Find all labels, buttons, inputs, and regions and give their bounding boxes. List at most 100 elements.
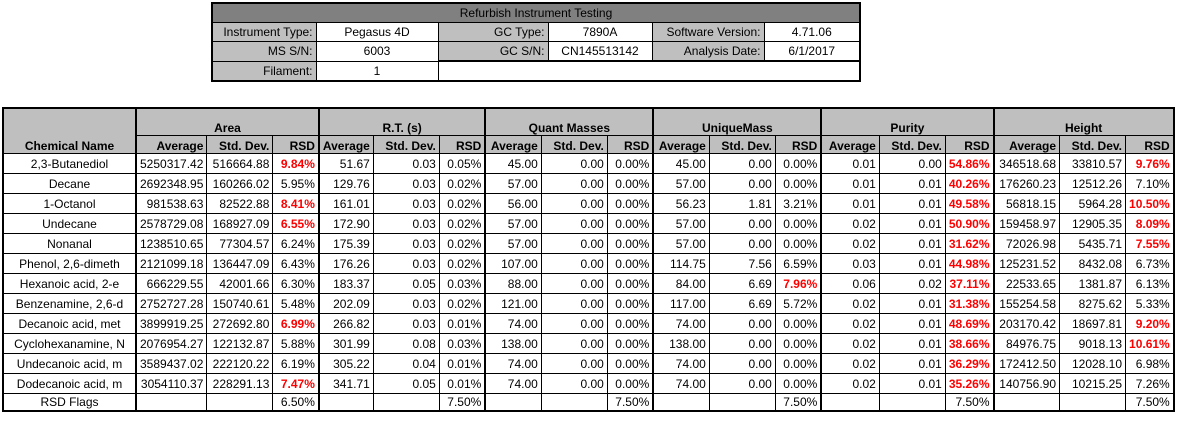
ms-sn-value: 6003: [315, 41, 439, 62]
height-std-dev-cell: 5435.71: [1059, 233, 1127, 254]
sub-header-rt-rsd: RSD: [438, 135, 486, 154]
chemical-name-cell: Nonanal: [2, 233, 137, 254]
rsd-flags-label: RSD Flags: [2, 393, 137, 412]
rt-rsd-cell: 0.02%: [438, 253, 486, 274]
purity-average-cell: 0.01: [820, 173, 880, 194]
height-std-dev-cell: 33810.57: [1059, 153, 1127, 174]
unique-mass-std-dev-cell: 0.00: [708, 173, 776, 194]
purity-average-cell: 0.06: [820, 273, 880, 294]
purity-std-dev-cell: 0.01: [878, 193, 946, 214]
quant-masses-rsd-cell: 0.00%: [606, 293, 654, 314]
table-row: Hexanoic acid, 2-e 666229.55 42001.66 6.30%…: [2, 273, 1175, 294]
rt-std-dev-cell: 0.03: [372, 173, 440, 194]
height-rsd-cell: 7.55%: [1125, 233, 1175, 254]
area-rsd-cell: 6.99%: [272, 313, 320, 334]
purity-average-cell: 0.01: [820, 193, 880, 214]
quant-masses-std-dev-cell: 0.00: [540, 173, 608, 194]
unique-mass-rsd-cell: 5.72%: [774, 293, 822, 314]
height-average-cell: 176260.23: [992, 173, 1061, 194]
purity-std-dev-cell: 0.01: [878, 293, 946, 314]
area-average-cell: 3054110.37: [135, 373, 208, 394]
chemical-name-header: Chemical Name: [2, 107, 137, 154]
rsd-flag-threshold-cell: [820, 393, 880, 412]
unique-mass-rsd-cell: 0.00%: [774, 233, 822, 254]
quant-masses-std-dev-cell: 0.00: [540, 213, 608, 234]
purity-rsd-cell: 44.98%: [944, 253, 995, 274]
purity-average-cell: 0.02: [820, 293, 880, 314]
rsd-flag-threshold-cell: [992, 393, 1061, 412]
unique-mass-rsd-cell: 0.00%: [774, 373, 822, 394]
height-average-cell: 159458.97: [992, 213, 1061, 234]
purity-std-dev-cell: 0.02: [878, 273, 946, 294]
group-header-purity: Purity: [820, 107, 995, 136]
area-std-dev-cell: 168927.09: [206, 213, 274, 234]
purity-average-cell: 0.02: [820, 313, 880, 334]
height-rsd-cell: 9.20%: [1125, 313, 1175, 334]
quant-masses-rsd-cell: 0.00%: [606, 213, 654, 234]
unique-mass-rsd-cell: 3.21%: [774, 193, 822, 214]
area-rsd-cell: 6.43%: [272, 253, 320, 274]
rt-average-cell: 161.01: [317, 193, 374, 214]
table-row: Cyclohexanamine, N 2076954.27 122132.87 5.8…: [2, 333, 1175, 354]
area-average-cell: 981538.63: [135, 193, 208, 214]
chemical-name-cell: 2,3-Butanediol: [2, 153, 137, 174]
rt-rsd-cell: 0.01%: [438, 353, 486, 374]
analysis-date-label: Analysis Date:: [651, 41, 765, 62]
quant-masses-std-dev-cell: 0.00: [540, 373, 608, 394]
rt-std-dev-cell: 0.03: [372, 253, 440, 274]
unique-mass-rsd-cell: 0.00%: [774, 353, 822, 374]
unique-mass-std-dev-cell: 0.00: [708, 153, 776, 174]
height-rsd-cell: 10.61%: [1125, 333, 1175, 354]
quant-masses-average-cell: 45.00: [484, 153, 542, 174]
rsd-flags-row: RSD Flags 6.50% 7.50% 7.50% 7.50% 7.50% 7.50%: [2, 393, 1175, 412]
chemical-name-cell: Decanoic acid, met: [2, 313, 137, 334]
unique-mass-rsd-cell: 7.96%: [774, 273, 822, 294]
area-average-cell: 2752727.28: [135, 293, 208, 314]
instrument-type-value: Pegasus 4D: [315, 22, 439, 42]
table-row: Phenol, 2,6-dimeth 2121099.18 136447.09 6.4…: [2, 253, 1175, 274]
purity-average-cell: 0.02: [820, 213, 880, 234]
rt-std-dev-cell: 0.08: [372, 333, 440, 354]
quant-masses-average-cell: 74.00: [484, 373, 542, 394]
area-std-dev-cell: 77304.57: [206, 233, 274, 254]
table-row: 2,3-Butanediol 5250317.42 516664.88 9.84% 51…: [2, 153, 1175, 174]
rt-std-dev-cell: 0.03: [372, 213, 440, 234]
unique-mass-rsd-cell: 0.00%: [774, 213, 822, 234]
height-average-cell: 346518.68: [992, 153, 1061, 174]
sub-header-area-rsd: RSD: [272, 135, 320, 154]
purity-average-cell: 0.02: [820, 233, 880, 254]
height-average-cell: 172412.50: [992, 353, 1061, 374]
area-std-dev-cell: 222120.22: [206, 353, 274, 374]
height-average-cell: 125231.52: [992, 253, 1061, 274]
height-average-cell: 22533.65: [992, 273, 1061, 294]
height-average-cell: 155254.58: [992, 293, 1061, 314]
unique-mass-std-dev-cell: 0.00: [708, 373, 776, 394]
sub-header-area-std-dev: Std. Dev.: [206, 135, 274, 154]
purity-rsd-cell: 54.86%: [944, 153, 995, 174]
quant-masses-std-dev-cell: 0.00: [540, 153, 608, 174]
report-title: Refurbish Instrument Testing: [211, 2, 861, 23]
height-std-dev-cell: 12905.35: [1059, 213, 1127, 234]
analysis-date-value: 6/1/2017: [763, 41, 861, 62]
purity-std-dev-cell: 0.01: [878, 333, 946, 354]
rt-std-dev-cell: 0.05: [372, 373, 440, 394]
sub-header-area-average: Average: [135, 135, 208, 154]
quant-masses-rsd-cell: 0.00%: [606, 353, 654, 374]
purity-std-dev-cell: 0.01: [878, 353, 946, 374]
area-average-cell: 2692348.95: [135, 173, 208, 194]
height-rsd-cell: 6.13%: [1125, 273, 1175, 294]
quant-masses-average-cell: 57.00: [484, 173, 542, 194]
rsd-flag-threshold-cell: [878, 393, 946, 412]
area-std-dev-cell: 150740.61: [206, 293, 274, 314]
gc-sn-label: GC S/N:: [437, 41, 549, 62]
purity-std-dev-cell: 0.01: [878, 253, 946, 274]
unique-mass-std-dev-cell: 1.81: [708, 193, 776, 214]
sub-header-unique-mass-rsd: RSD: [774, 135, 822, 154]
rt-std-dev-cell: 0.04: [372, 353, 440, 374]
rsd-flag-threshold-cell: 6.50%: [272, 393, 320, 412]
purity-rsd-cell: 48.69%: [944, 313, 995, 334]
group-header-area: Area: [135, 107, 320, 136]
software-version-value: 4.71.06: [763, 22, 861, 42]
purity-rsd-cell: 50.90%: [944, 213, 995, 234]
height-std-dev-cell: 18697.81: [1059, 313, 1127, 334]
